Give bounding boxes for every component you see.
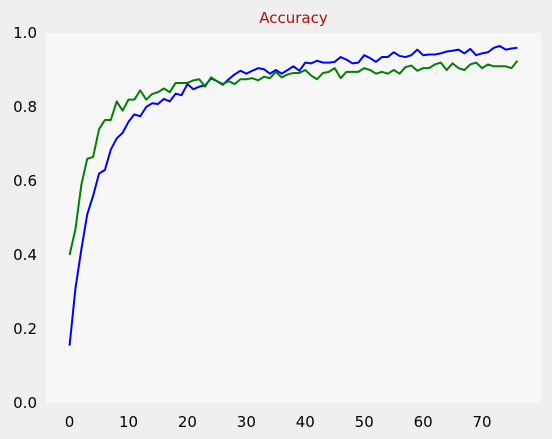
plot-area: [46, 33, 541, 403]
chart-title: Accuracy: [259, 9, 328, 27]
series-line-1: [68, 44, 518, 346]
y-tick-label: 0.8: [13, 98, 37, 116]
x-tick-label: 70: [473, 413, 492, 431]
x-tick-label: 10: [119, 413, 138, 431]
y-tick-label: 0.0: [13, 394, 37, 412]
y-tick-label: 0.6: [13, 172, 37, 190]
y-tick-label: 1.0: [13, 24, 37, 42]
x-tick-label: 0: [65, 413, 75, 431]
y-tick-label: 0.4: [13, 246, 37, 264]
series-layer: [68, 44, 519, 346]
x-tick-label: 60: [414, 413, 433, 431]
x-axis-ticks: 0 10 20 30 40 50 60 70: [65, 413, 492, 431]
x-tick-label: 50: [355, 413, 374, 431]
x-tick-label: 40: [296, 413, 315, 431]
series-line-2: [68, 60, 519, 256]
y-tick-label: 0.2: [13, 320, 37, 338]
y-axis-ticks: 0.0 0.2 0.4 0.6 0.8 1.0: [13, 24, 37, 412]
x-tick-label: 20: [178, 413, 197, 431]
x-tick-label: 30: [237, 413, 256, 431]
